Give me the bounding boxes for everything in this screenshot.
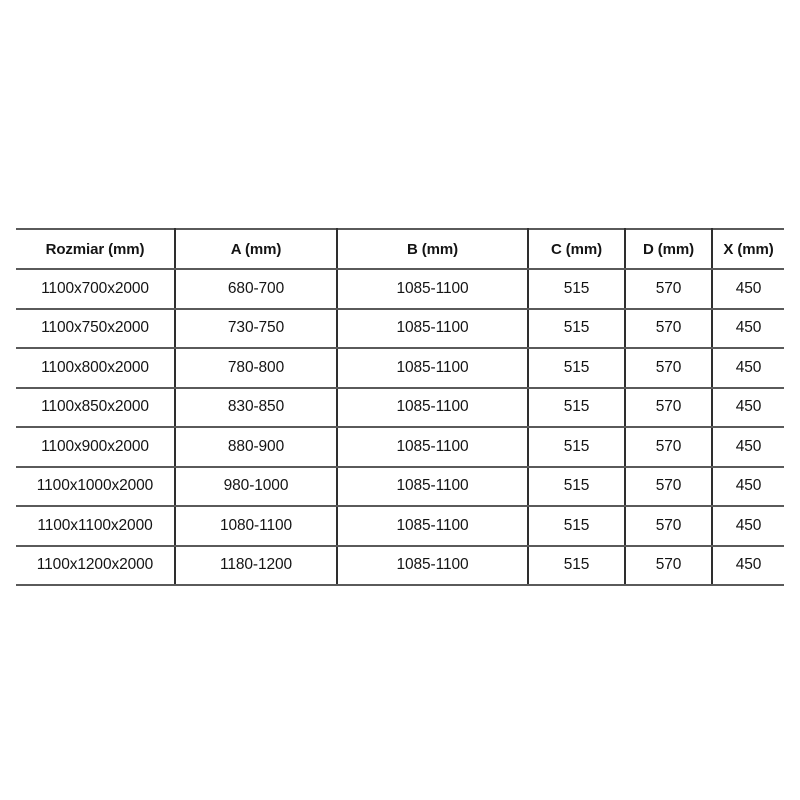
cell-c: 515 (527, 465, 626, 507)
table-row: 1100x800x2000 780-800 1085-1100 515 570 … (16, 347, 784, 389)
cell-a: 730-750 (174, 307, 338, 349)
cell-c: 515 (527, 386, 626, 428)
table-row: 1100x1200x2000 1180-1200 1085-1100 515 5… (16, 544, 784, 586)
dimensions-table-container: Rozmiar (mm) A (mm) B (mm) C (mm) D (mm)… (16, 228, 784, 586)
cell-b: 1085-1100 (336, 268, 529, 310)
cell-a: 980-1000 (174, 465, 338, 507)
cell-size: 1100x1200x2000 (16, 544, 176, 586)
table-row: 1100x750x2000 730-750 1085-1100 515 570 … (16, 307, 784, 349)
cell-b: 1085-1100 (336, 505, 529, 547)
cell-size: 1100x750x2000 (16, 307, 176, 349)
cell-d: 570 (624, 544, 713, 586)
column-header-b: B (mm) (336, 228, 529, 270)
cell-d: 570 (624, 347, 713, 389)
table-header: Rozmiar (mm) A (mm) B (mm) C (mm) D (mm)… (16, 228, 784, 270)
cell-b: 1085-1100 (336, 347, 529, 389)
cell-a: 680-700 (174, 268, 338, 310)
cell-b: 1085-1100 (336, 426, 529, 468)
cell-x: 450 (711, 307, 784, 349)
table-body: 1100x700x2000 680-700 1085-1100 515 570 … (16, 268, 784, 586)
cell-a: 1080-1100 (174, 505, 338, 547)
cell-a: 1180-1200 (174, 544, 338, 586)
cell-c: 515 (527, 544, 626, 586)
cell-d: 570 (624, 268, 713, 310)
cell-d: 570 (624, 505, 713, 547)
cell-a: 830-850 (174, 386, 338, 428)
cell-size: 1100x850x2000 (16, 386, 176, 428)
table-row: 1100x850x2000 830-850 1085-1100 515 570 … (16, 386, 784, 428)
cell-size: 1100x700x2000 (16, 268, 176, 310)
cell-size: 1100x1100x2000 (16, 505, 176, 547)
cell-size: 1100x1000x2000 (16, 465, 176, 507)
cell-x: 450 (711, 544, 784, 586)
cell-c: 515 (527, 426, 626, 468)
cell-size: 1100x900x2000 (16, 426, 176, 468)
cell-x: 450 (711, 386, 784, 428)
cell-b: 1085-1100 (336, 307, 529, 349)
cell-b: 1085-1100 (336, 465, 529, 507)
cell-a: 780-800 (174, 347, 338, 389)
cell-c: 515 (527, 268, 626, 310)
cell-d: 570 (624, 426, 713, 468)
cell-d: 570 (624, 465, 713, 507)
column-header-c: C (mm) (527, 228, 626, 270)
cell-x: 450 (711, 268, 784, 310)
cell-d: 570 (624, 386, 713, 428)
cell-a: 880-900 (174, 426, 338, 468)
table-row: 1100x1100x2000 1080-1100 1085-1100 515 5… (16, 505, 784, 547)
dimensions-table: Rozmiar (mm) A (mm) B (mm) C (mm) D (mm)… (16, 228, 784, 586)
table-header-row: Rozmiar (mm) A (mm) B (mm) C (mm) D (mm)… (16, 228, 784, 270)
column-header-a: A (mm) (174, 228, 338, 270)
cell-x: 450 (711, 505, 784, 547)
column-header-size: Rozmiar (mm) (16, 228, 176, 270)
cell-b: 1085-1100 (336, 544, 529, 586)
table-row: 1100x1000x2000 980-1000 1085-1100 515 57… (16, 465, 784, 507)
cell-c: 515 (527, 347, 626, 389)
cell-d: 570 (624, 307, 713, 349)
cell-x: 450 (711, 426, 784, 468)
cell-b: 1085-1100 (336, 386, 529, 428)
cell-x: 450 (711, 465, 784, 507)
cell-c: 515 (527, 505, 626, 547)
column-header-d: D (mm) (624, 228, 713, 270)
cell-c: 515 (527, 307, 626, 349)
table-row: 1100x900x2000 880-900 1085-1100 515 570 … (16, 426, 784, 468)
column-header-x: X (mm) (711, 228, 784, 270)
table-row: 1100x700x2000 680-700 1085-1100 515 570 … (16, 268, 784, 310)
cell-size: 1100x800x2000 (16, 347, 176, 389)
cell-x: 450 (711, 347, 784, 389)
